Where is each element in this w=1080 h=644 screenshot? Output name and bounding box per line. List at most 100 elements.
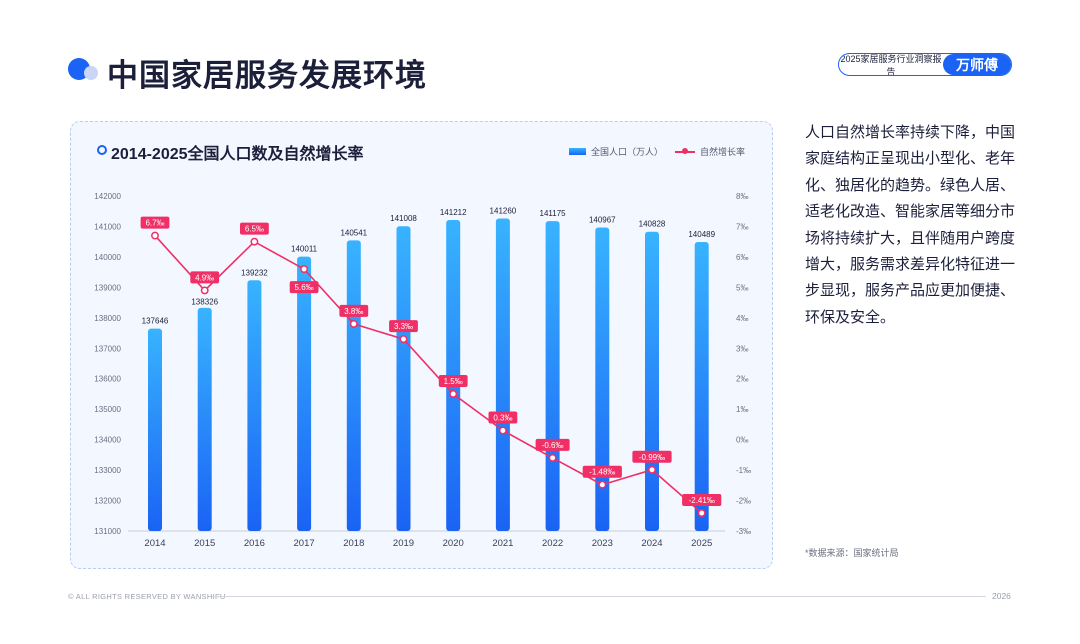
footer-rights: © ALL RIGHTS RESERVED BY WANSHIFU	[68, 592, 226, 601]
growth-rate-label: 3.3‰	[394, 322, 413, 331]
y-right-tick-label: 3‰	[736, 344, 748, 353]
growth-rate-point	[498, 426, 507, 435]
page-title: 中国家居服务发展环境	[107, 58, 427, 93]
y-left-tick-label: 137000	[94, 344, 121, 353]
x-tick-label: 2024	[641, 538, 662, 549]
y-left-tick-label: 142000	[94, 192, 121, 201]
growth-rate-tag	[632, 450, 672, 463]
brand-logo: 万师傅	[943, 54, 1011, 75]
bar-value-label: 141212	[440, 208, 467, 217]
population-bar	[545, 221, 560, 531]
growth-rate-point	[548, 453, 557, 462]
growth-rate-label: 1.5‰	[444, 377, 463, 386]
y-left-tick-label: 140000	[94, 253, 121, 262]
growth-rate-point	[300, 265, 309, 274]
growth-rate-line	[154, 235, 703, 514]
growth-rate-tag	[535, 438, 570, 451]
growth-rate-label: -1.48‰	[589, 468, 615, 477]
x-tick-label: 2021	[492, 538, 513, 549]
population-bar	[148, 328, 162, 531]
brand-report-label: 2025家居服务行业洞察报告	[840, 53, 942, 76]
growth-rate-tag	[140, 216, 170, 229]
population-bar	[396, 226, 411, 531]
y-left-tick-label: 133000	[94, 466, 121, 475]
y-right-tick-label: 6‰	[736, 253, 748, 262]
bar-value-label: 141175	[540, 209, 567, 218]
x-tick-label: 2023	[592, 538, 613, 549]
growth-rate-label: -0.6‰	[542, 441, 564, 450]
legend-bar-label: 全国人口（万人）	[591, 147, 664, 157]
title-dot-shadow-icon	[84, 66, 98, 80]
bar-value-label: 140828	[639, 220, 666, 229]
y-left-tick-label: 134000	[94, 436, 121, 445]
growth-rate-point	[250, 237, 259, 246]
growth-rate-tag	[289, 281, 319, 294]
legend-bar-swatch	[569, 148, 586, 155]
x-tick-label: 2025	[691, 538, 712, 549]
y-right-tick-label: 7‰	[736, 222, 748, 231]
y-left-tick-label: 132000	[94, 497, 121, 506]
growth-rate-point	[349, 319, 358, 328]
growth-rate-label: 5.6‰	[295, 283, 314, 292]
growth-rate-point	[151, 231, 159, 240]
growth-rate-point	[200, 286, 209, 295]
y-left-tick-label: 131000	[94, 527, 121, 536]
population-bar	[694, 242, 709, 531]
growth-rate-label: 3.8‰	[344, 307, 363, 316]
footer-divider	[212, 596, 986, 597]
growth-rate-tag	[339, 304, 369, 317]
population-bar	[645, 231, 659, 531]
growth-rate-tag	[240, 222, 269, 235]
y-right-tick-label: 2‰	[736, 375, 748, 384]
footer-year: 2026	[992, 591, 1011, 601]
bar-value-label: 137646	[142, 317, 169, 326]
y-right-tick-label: 0‰	[736, 436, 748, 445]
growth-rate-point	[449, 390, 458, 398]
y-left-tick-label: 136000	[94, 375, 121, 384]
chart-title: 2014-2025全国人口数及自然增长率	[111, 146, 364, 163]
population-bar	[595, 227, 610, 532]
y-right-tick-label: 8‰	[736, 192, 748, 201]
bar-value-label: 140541	[340, 228, 367, 237]
data-source: *数据来源：国家统计局	[805, 548, 899, 558]
growth-rate-label: -0.99‰	[639, 453, 665, 462]
y-left-tick-label: 139000	[94, 283, 121, 292]
population-bar	[297, 256, 312, 531]
y-right-tick-label: -1‰	[736, 466, 751, 475]
y-left-tick-label: 135000	[94, 405, 121, 414]
x-tick-label: 2017	[294, 538, 315, 549]
growth-rate-point	[648, 465, 656, 474]
bar-value-label: 141260	[490, 207, 517, 216]
brand-badge: 2025家居服务行业洞察报告 万师傅	[838, 53, 1012, 76]
legend-line-label: 自然增长率	[700, 147, 746, 157]
x-tick-label: 2020	[443, 538, 464, 549]
x-tick-label: 2019	[393, 538, 414, 549]
y-right-tick-label: -2‰	[736, 497, 751, 506]
population-bar	[247, 280, 262, 531]
growth-rate-tag	[682, 494, 722, 507]
x-tick-label: 2016	[244, 538, 265, 549]
bar-value-label: 138326	[191, 297, 218, 306]
growth-rate-tag	[190, 271, 220, 284]
population-bar	[495, 218, 510, 531]
x-tick-label: 2018	[343, 538, 364, 549]
growth-rate-point	[399, 335, 408, 344]
growth-rate-label: 0.3‰	[493, 414, 512, 423]
growth-rate-label: 6.7‰	[145, 219, 164, 228]
side-description: 人口自然增长率持续下降，中国家庭结构正呈现出小型化、老年化、独居化的趋势。绿色人…	[805, 124, 1016, 326]
x-tick-label: 2015	[194, 538, 215, 549]
x-tick-label: 2022	[542, 538, 563, 549]
growth-rate-tag	[438, 374, 468, 387]
y-left-tick-label: 138000	[94, 314, 121, 323]
growth-rate-tag	[389, 320, 418, 333]
y-left-tick-label: 141000	[94, 222, 121, 231]
growth-rate-tag	[582, 465, 622, 478]
bar-value-label: 139232	[241, 268, 268, 277]
population-bar	[346, 240, 361, 532]
x-tick-label: 2014	[144, 538, 165, 549]
growth-rate-label: -2.41‰	[689, 496, 715, 505]
y-right-tick-label: 4‰	[736, 314, 748, 323]
bar-value-label: 140967	[589, 215, 616, 224]
legend-line-dot-icon	[682, 148, 688, 154]
